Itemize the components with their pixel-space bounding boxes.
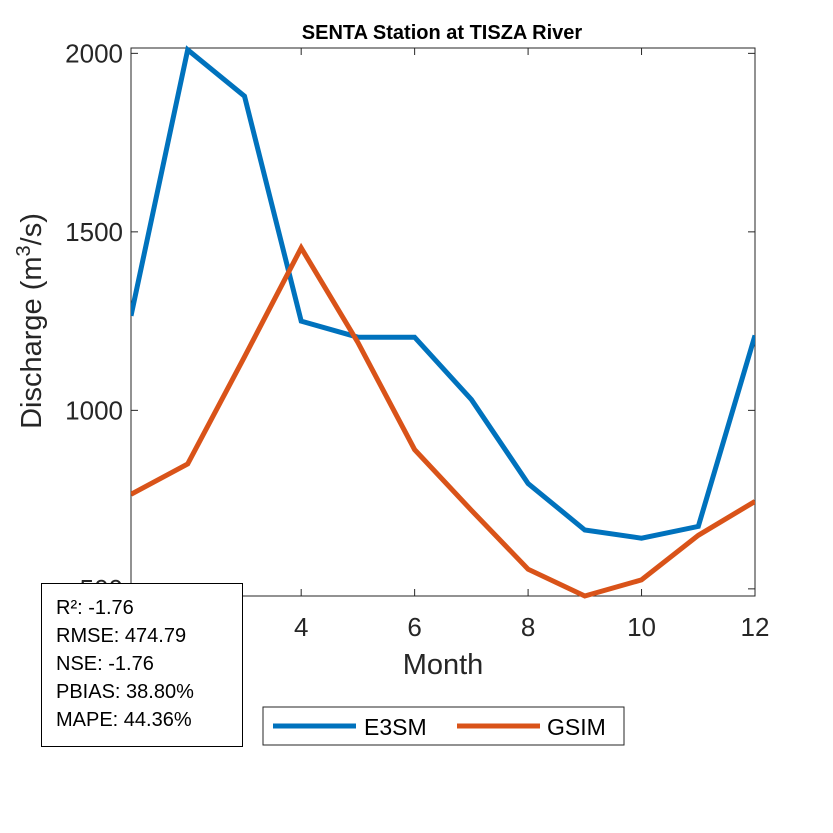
stat-r2: R²: -1.76	[56, 597, 134, 619]
chart-title: SENTA Station at TISZA River	[302, 22, 583, 44]
x-tick-label: 12	[741, 612, 770, 642]
y-axis-label: Discharge (m3/s)	[13, 213, 48, 429]
plot-area-frame	[130, 47, 756, 597]
legend: E3SM GSIM	[262, 706, 625, 746]
x-tick-label: 8	[521, 612, 535, 642]
y-axis-label-end: /s)	[16, 213, 48, 245]
y-tick-label: 1000	[65, 395, 123, 425]
legend-label-gsim: GSIM	[547, 714, 606, 740]
y-tick-label: 1500	[65, 217, 123, 247]
y-tick-label: 2000	[65, 38, 123, 68]
series-line-e3sm	[131, 45, 755, 541]
stat-mape: MAPE: 44.36%	[56, 709, 192, 731]
x-tick-label: 6	[407, 612, 421, 642]
x-axis-label: Month	[403, 649, 484, 681]
stat-rmse: RMSE: 474.79	[56, 625, 187, 647]
stats-box: R²: -1.76 RMSE: 474.79 NSE: -1.76 PBIAS:…	[41, 583, 243, 747]
x-tick-label: 10	[627, 612, 656, 642]
y-axis-label-sup: 3	[13, 245, 35, 256]
series-line-gsim	[131, 242, 755, 599]
y-axis-label-main: Discharge (m	[16, 256, 48, 428]
x-tick-label: 4	[294, 612, 308, 642]
stat-nse: NSE: -1.76	[56, 653, 154, 675]
legend-label-e3sm: E3SM	[364, 714, 427, 740]
stat-pbias: PBIAS: 38.80%	[56, 681, 194, 703]
